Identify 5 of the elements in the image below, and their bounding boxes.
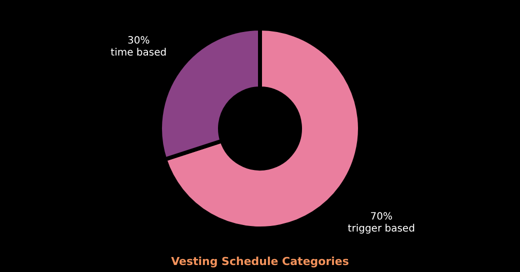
data-label: 30% bbox=[128, 35, 150, 46]
slice-label: time based bbox=[110, 47, 167, 58]
data-label: 70% bbox=[370, 212, 392, 223]
text: Vesting Schedule Categories bbox=[171, 255, 350, 268]
slice-label: trigger based bbox=[348, 224, 415, 235]
